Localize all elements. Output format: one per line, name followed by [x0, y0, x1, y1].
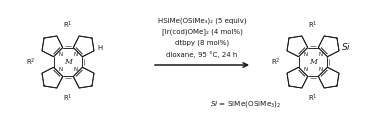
Text: N: N — [304, 67, 308, 72]
Text: $\mathit{Si}$: $\mathit{Si}$ — [341, 41, 352, 52]
Text: R$^1$: R$^1$ — [308, 92, 318, 104]
Text: R$^2$: R$^2$ — [271, 56, 280, 68]
Text: HSiMe(OSiMe₃)₂ (5 equiv): HSiMe(OSiMe₃)₂ (5 equiv) — [158, 17, 246, 24]
Text: [Ir(cod)OMe]₂ (4 mol%): [Ir(cod)OMe]₂ (4 mol%) — [161, 28, 242, 35]
Text: dtbpy (8 mol%): dtbpy (8 mol%) — [175, 40, 229, 46]
Text: M: M — [64, 58, 72, 66]
Text: N: N — [73, 67, 77, 72]
Text: H: H — [97, 45, 102, 51]
Text: R$^1$: R$^1$ — [63, 92, 73, 104]
Text: R$^2$: R$^2$ — [26, 56, 36, 68]
Text: N: N — [318, 52, 322, 57]
Text: R$^1$: R$^1$ — [63, 19, 73, 31]
Text: dioxane, 95 °C, 24 h: dioxane, 95 °C, 24 h — [166, 52, 238, 58]
Text: N: N — [318, 67, 322, 72]
Text: N: N — [59, 52, 63, 57]
Text: $\mathit{Si}$ = SiMe(OSiMe$_3$)$_2$: $\mathit{Si}$ = SiMe(OSiMe$_3$)$_2$ — [210, 99, 282, 109]
Text: N: N — [59, 67, 63, 72]
Text: N: N — [304, 52, 308, 57]
Text: N: N — [73, 52, 77, 57]
Text: M: M — [309, 58, 317, 66]
Text: R$^1$: R$^1$ — [308, 19, 318, 31]
